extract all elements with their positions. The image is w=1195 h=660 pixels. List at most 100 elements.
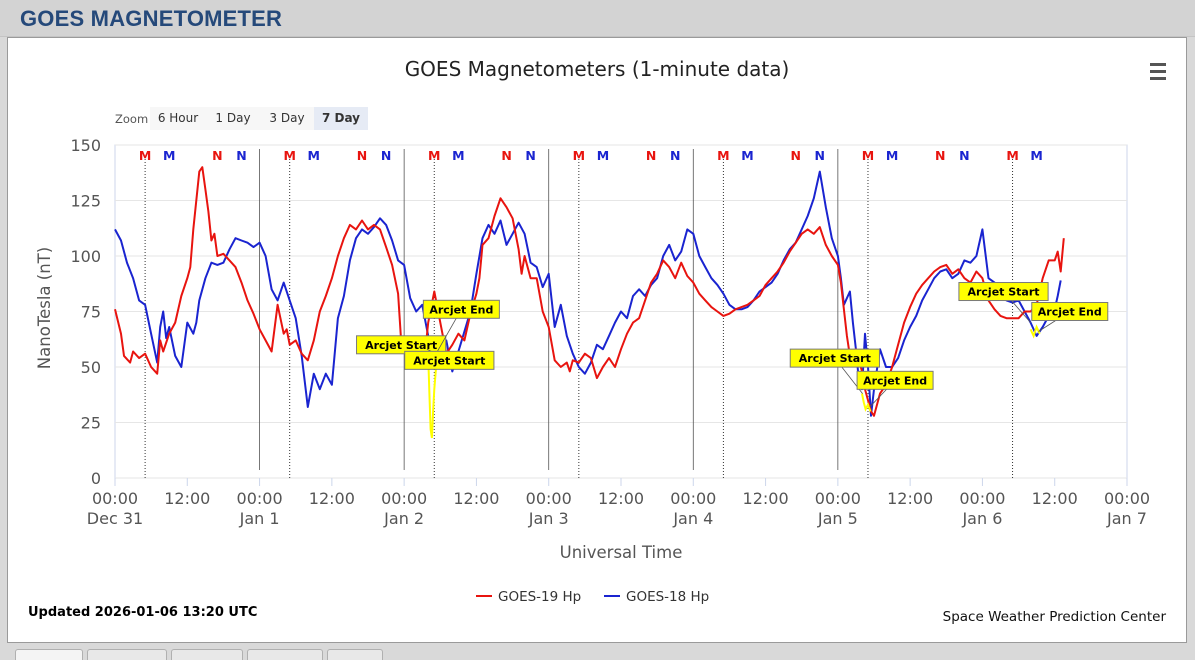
zoom-button-7-day[interactable]	[314, 107, 368, 130]
annotation-box	[789, 348, 880, 368]
event-letter: M	[717, 148, 729, 163]
legend-item: GOES-18 Hp	[626, 589, 709, 605]
chart-title: GOES Magnetometers (1-minute data)	[405, 57, 790, 81]
x-tick-date: Jan 6	[961, 509, 1002, 528]
event-letter: N	[670, 148, 680, 163]
tab-4[interactable]	[247, 649, 323, 660]
hamburger-icon[interactable]	[1147, 63, 1169, 81]
legend: GOES-19 Hp GOES-18 Hp	[476, 589, 709, 605]
event-letter: N	[935, 148, 945, 163]
event-letter: M	[452, 148, 464, 163]
x-tick-date: Jan 1	[239, 509, 280, 528]
magnetometer-chart: GOES Magnetometers (1-minute data) Zoom …	[35, 57, 1150, 605]
event-letter: N	[790, 148, 800, 163]
goes-19-hp-line	[114, 166, 1065, 417]
x-tick-time: 00:00	[1104, 489, 1150, 508]
annotation-label: Arcjet Start	[413, 354, 485, 367]
x-tick-time: 12:00	[1032, 489, 1078, 508]
x-tick-time: 00:00	[959, 489, 1005, 508]
event-letter: M	[862, 148, 874, 163]
zoom-controls: Zoom 6 Hour 1 Day 3 Day 7 Day	[115, 107, 368, 130]
event-letter: N	[815, 148, 825, 163]
bottom-tab-strip	[0, 643, 1195, 660]
event-letter: M	[308, 148, 320, 163]
event-letter: M	[428, 148, 440, 163]
y-tick-label: 150	[70, 136, 101, 155]
annotation-box	[404, 350, 495, 370]
x-tick-date: Jan 3	[528, 509, 569, 528]
x-axis-title: Universal Time	[560, 543, 683, 562]
x-tick-time: 00:00	[526, 489, 572, 508]
event-letter: M	[886, 148, 898, 163]
zoom-button-3-day[interactable]	[260, 107, 314, 130]
x-tick-time: 12:00	[309, 489, 355, 508]
y-tick-label: 50	[81, 358, 101, 377]
page-header: GOES MAGNETOMETER	[0, 0, 1195, 37]
annotation-label: Arcjet End	[429, 303, 493, 316]
annotation-box	[856, 370, 934, 390]
event-letter: N	[646, 148, 656, 163]
x-tick-date: Jan 5	[817, 509, 858, 528]
y-tick-label: 25	[81, 414, 101, 433]
zoom-label: Zoom	[115, 112, 148, 126]
y-tick-label: 0	[91, 469, 101, 488]
x-tick-time: 00:00	[237, 489, 283, 508]
x-tick-time: 12:00	[887, 489, 933, 508]
event-letter: M	[1030, 148, 1042, 163]
event-letter: M	[163, 148, 175, 163]
annotation-label: Arcjet End	[863, 374, 927, 387]
event-letter: N	[959, 148, 969, 163]
event-letter: N	[212, 148, 222, 163]
annotation-box	[356, 335, 447, 355]
event-letter: M	[573, 148, 585, 163]
annotation-label: Arcjet End	[1038, 306, 1102, 319]
zoom-button-label: 3 Day	[269, 111, 304, 125]
annotation-label: Arcjet Start	[799, 352, 871, 365]
arcjet-segment	[861, 393, 872, 412]
annotation-box	[422, 299, 500, 319]
tab-1[interactable]	[15, 649, 83, 660]
y-axis-title: NanoTesla (nT)	[35, 247, 54, 369]
event-letter: M	[283, 148, 295, 163]
x-tick-time: 12:00	[743, 489, 789, 508]
event-letter: N	[357, 148, 367, 163]
event-letter: N	[381, 148, 391, 163]
y-tick-label: 100	[70, 247, 101, 266]
x-tick-time: 12:00	[453, 489, 499, 508]
goes-18-hp-line	[114, 170, 1062, 417]
credit-text: Space Weather Prediction Center	[942, 609, 1166, 625]
y-tick-label: 125	[70, 192, 101, 211]
x-tick-date: Jan 2	[383, 509, 424, 528]
annotation-box	[958, 282, 1049, 302]
tab-5[interactable]	[327, 649, 383, 660]
page-title: GOES MAGNETOMETER	[20, 6, 283, 31]
event-letter: M	[741, 148, 753, 163]
tab-2[interactable]	[87, 649, 167, 660]
x-tick-time: 00:00	[670, 489, 716, 508]
event-letter: N	[525, 148, 535, 163]
chart-panel: GOES Magnetometers (1-minute data) Zoom …	[7, 37, 1187, 643]
zoom-button-label: 7 Day	[322, 111, 360, 125]
x-tick-date: Jan 7	[1106, 509, 1147, 528]
x-tick-date: Dec 31	[87, 509, 143, 528]
event-letter: M	[1006, 148, 1018, 163]
annotation-label: Arcjet Start	[967, 286, 1039, 299]
x-tick-time: 12:00	[164, 489, 210, 508]
x-tick-time: 00:00	[815, 489, 861, 508]
annotation-label: Arcjet Start	[365, 339, 437, 352]
zoom-button-1-day[interactable]	[206, 107, 260, 130]
x-tick-date: Jan 4	[672, 509, 713, 528]
event-letter: N	[501, 148, 511, 163]
updated-timestamp: Updated 2026-01-06 13:20 UTC	[28, 605, 258, 620]
x-tick-time: 12:00	[598, 489, 644, 508]
x-tick-time: 00:00	[381, 489, 427, 508]
zoom-button-6-hour[interactable]	[150, 107, 206, 130]
tab-3[interactable]	[171, 649, 243, 660]
event-letter: M	[139, 148, 151, 163]
zoom-button-label: 1 Day	[215, 111, 250, 125]
arcjet-segment	[1029, 324, 1041, 339]
event-letter: N	[236, 148, 246, 163]
annotation-box	[1031, 302, 1109, 321]
zoom-button-label: 6 Hour	[158, 111, 198, 125]
event-letter: M	[597, 148, 609, 163]
